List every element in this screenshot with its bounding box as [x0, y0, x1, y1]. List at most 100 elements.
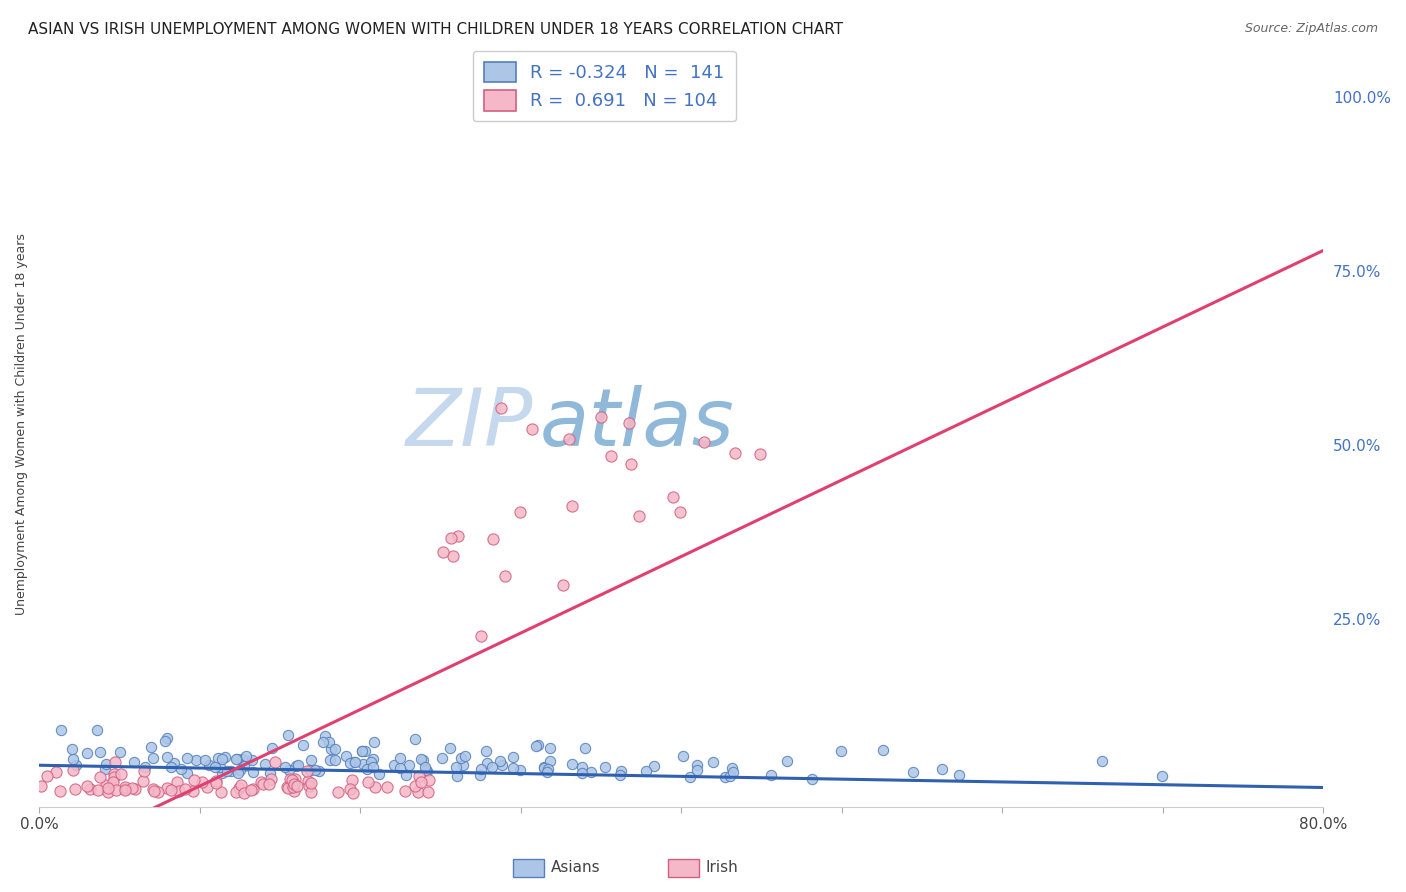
Point [447, 529, 470, 543]
Point [415, 763, 437, 777]
Point [215, 764, 238, 778]
Point [323, 753, 346, 767]
Point [314, 729, 336, 743]
Point [801, 772, 824, 786]
Point [198, 758, 221, 772]
Point [156, 731, 179, 745]
Point [509, 506, 531, 520]
Point [409, 774, 432, 789]
Point [636, 764, 658, 778]
Point [229, 763, 252, 777]
Point [363, 735, 385, 749]
Point [361, 760, 384, 774]
Point [450, 751, 472, 765]
Point [339, 782, 361, 797]
Point [205, 776, 228, 790]
Point [283, 784, 305, 798]
Point [686, 763, 709, 777]
Point [183, 773, 205, 788]
Point [298, 763, 321, 777]
Point [163, 756, 186, 771]
Point [432, 545, 454, 559]
Point [176, 765, 198, 780]
Point [491, 758, 513, 772]
Point [122, 755, 145, 769]
Point [299, 776, 322, 790]
Point [207, 751, 229, 765]
Point [86, 782, 108, 797]
Point [948, 768, 970, 782]
Point [931, 762, 953, 776]
Point [209, 785, 232, 799]
Point [872, 743, 894, 757]
Point [304, 764, 326, 778]
Point [404, 732, 426, 747]
Point [225, 752, 247, 766]
Point [108, 745, 131, 759]
Point [76, 779, 98, 793]
Point [214, 749, 236, 764]
Point [610, 764, 633, 779]
Point [299, 753, 322, 767]
Point [124, 781, 146, 796]
Point [181, 784, 204, 798]
Point [724, 446, 747, 460]
Point [176, 751, 198, 765]
Point [720, 761, 742, 775]
Point [571, 760, 593, 774]
Point [89, 770, 111, 784]
Point [281, 780, 304, 794]
Text: Source: ZipAtlas.com: Source: ZipAtlas.com [1244, 22, 1378, 36]
Point [166, 774, 188, 789]
Point [139, 740, 162, 755]
Point [76, 746, 98, 760]
Point [389, 761, 412, 775]
Point [103, 770, 125, 784]
Point [352, 756, 374, 771]
Point [250, 774, 273, 789]
Point [686, 757, 709, 772]
Point [242, 782, 264, 797]
Point [132, 774, 155, 789]
Point [167, 784, 190, 798]
Point [356, 762, 378, 776]
Point [96, 778, 118, 792]
Point [318, 735, 340, 749]
Point [489, 401, 512, 416]
Point [536, 763, 558, 777]
Point [233, 786, 256, 800]
Point [468, 767, 491, 781]
Point [228, 780, 250, 795]
Point [277, 728, 299, 742]
Point [263, 755, 285, 769]
Point [94, 762, 117, 776]
Point [357, 775, 380, 789]
Point [291, 739, 314, 753]
Point [901, 765, 924, 780]
Point [679, 770, 702, 784]
Point [558, 433, 581, 447]
Point [142, 751, 165, 765]
Point [299, 784, 322, 798]
Point [418, 772, 440, 787]
Point [274, 760, 297, 774]
Point [561, 500, 583, 514]
Point [619, 417, 641, 431]
Point [361, 752, 384, 766]
Point [226, 766, 249, 780]
Point [277, 780, 299, 795]
Point [409, 751, 432, 765]
Point [693, 434, 716, 449]
Point [343, 756, 366, 770]
Point [489, 754, 512, 768]
Point [538, 754, 561, 768]
Point [30, 779, 52, 793]
Point [408, 769, 430, 783]
Point [160, 760, 183, 774]
Point [475, 744, 498, 758]
Point [284, 758, 307, 772]
Point [672, 749, 695, 764]
Point [360, 755, 382, 769]
Point [79, 782, 101, 797]
Point [276, 780, 298, 794]
